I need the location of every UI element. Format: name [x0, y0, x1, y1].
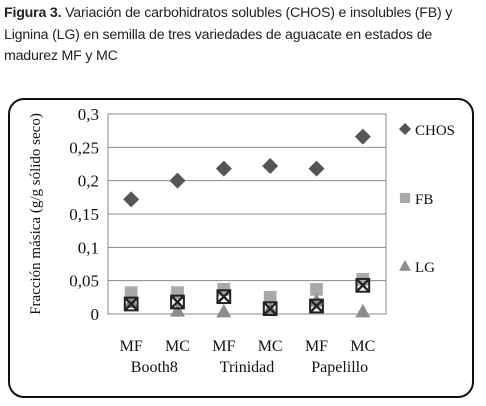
data-point-chos	[123, 191, 140, 208]
data-point-series3-cross-b	[262, 301, 278, 316]
chart-frame: 0,3 0,25 0,2 0,15 0,1 0,05 0 MF MC MF MC MF MC Boot…	[8, 98, 474, 398]
x-group-label: Trinidad	[220, 359, 275, 376]
data-point-series3-box	[355, 277, 371, 293]
data-point-series3	[123, 296, 139, 312]
data-point-series3-box	[170, 294, 185, 310]
data-point-series3-cross-b	[355, 278, 371, 293]
y-tick-label: 0,1	[78, 238, 99, 257]
x-category-label: MF	[305, 338, 328, 355]
y-axis-label: Fracción másica (g/g sólido seco)	[28, 113, 44, 315]
figure-caption: Figura 3. Variación de carbohidratos sol…	[4, 3, 482, 68]
y-tick-label: 0,2	[78, 172, 99, 191]
data-point-lg	[216, 303, 232, 318]
y-tick-label: 0,05	[69, 272, 99, 291]
data-point-fb	[124, 286, 138, 300]
data-point-fb	[263, 290, 277, 304]
x-group-label: Papelillo	[311, 359, 368, 376]
data-point-lg	[123, 294, 139, 308]
data-point-lg	[170, 303, 185, 317]
legend-marker-lg	[399, 260, 411, 271]
y-tick-label: 0	[91, 305, 100, 324]
data-point-series3	[355, 277, 371, 293]
x-category-label: MC	[165, 338, 190, 355]
y-tick-label: 0,25	[69, 138, 99, 157]
data-point-chos	[308, 160, 325, 177]
y-tick-label: 0,15	[69, 205, 99, 224]
data-point-chos	[262, 158, 279, 174]
data-point-series3	[216, 289, 232, 305]
figure-label: Figura 3.	[4, 5, 62, 21]
data-point-series3-cross-b	[123, 296, 139, 312]
data-point-series3-cross-b	[170, 294, 185, 310]
x-category-label: MC	[350, 338, 375, 355]
data-point-series3-cross-b	[216, 289, 232, 304]
data-point-fb	[310, 282, 323, 296]
legend-label-fb: FB	[415, 192, 433, 208]
data-point-series3	[309, 298, 324, 314]
data-point-series3-box	[309, 298, 324, 314]
x-category-label: MC	[258, 338, 283, 355]
data-point-chos	[354, 128, 371, 145]
data-point-chos	[215, 160, 232, 177]
legend-marker-chos	[399, 123, 411, 135]
x-group-label: Booth8	[131, 359, 178, 376]
legend-label-lg: LG	[415, 260, 435, 276]
x-category-label: MF	[212, 338, 235, 355]
data-point-series3-box	[262, 301, 278, 317]
data-point-series3	[170, 294, 185, 310]
data-point-series3-box	[123, 296, 139, 312]
data-point-chos	[169, 172, 186, 189]
data-point-series3	[262, 301, 278, 317]
data-point-lg	[355, 303, 371, 318]
y-tick-label: 0,3	[78, 105, 99, 124]
chart: 0,3 0,25 0,2 0,15 0,1 0,05 0 MF MC MF MC MF MC Boot…	[28, 105, 455, 376]
legend-label-chos: CHOS	[415, 123, 455, 139]
figure-caption-text: Variación de carbohidratos solubles (CHO…	[4, 5, 453, 64]
x-category-label: MF	[120, 338, 143, 355]
legend-marker-fb	[399, 192, 411, 204]
data-point-series3-box	[216, 289, 232, 305]
data-point-series3-cross-b	[309, 298, 324, 314]
